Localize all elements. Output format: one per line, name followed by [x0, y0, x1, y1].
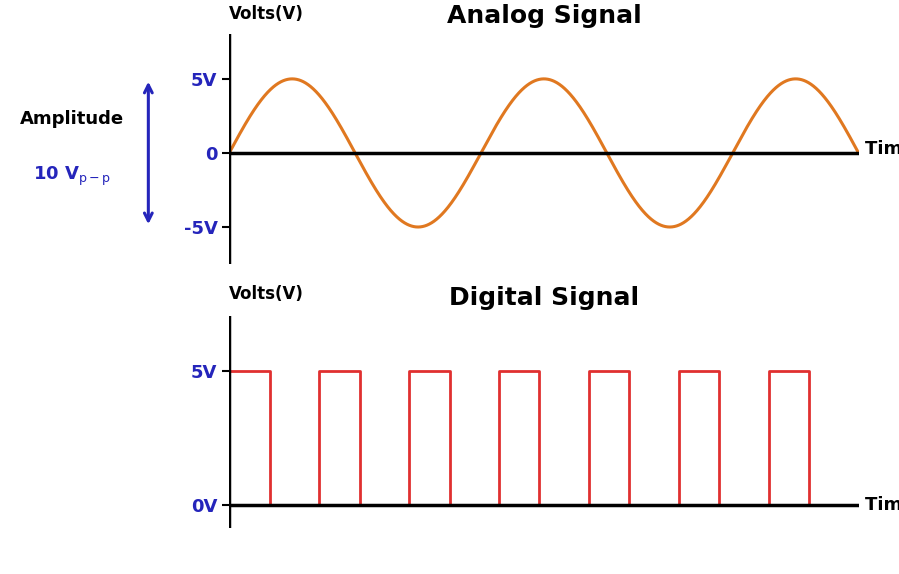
Text: Time (t): Time (t)	[865, 496, 899, 514]
Text: Time (t): Time (t)	[865, 140, 899, 158]
Title: Digital Signal: Digital Signal	[449, 286, 639, 309]
Text: Volts(V): Volts(V)	[229, 5, 304, 23]
Text: Volts(V): Volts(V)	[229, 285, 304, 303]
Title: Analog Signal: Analog Signal	[447, 5, 641, 28]
Text: 10 V$_\mathrm{p-p}$: 10 V$_\mathrm{p-p}$	[32, 164, 111, 188]
Text: Amplitude: Amplitude	[20, 110, 124, 127]
